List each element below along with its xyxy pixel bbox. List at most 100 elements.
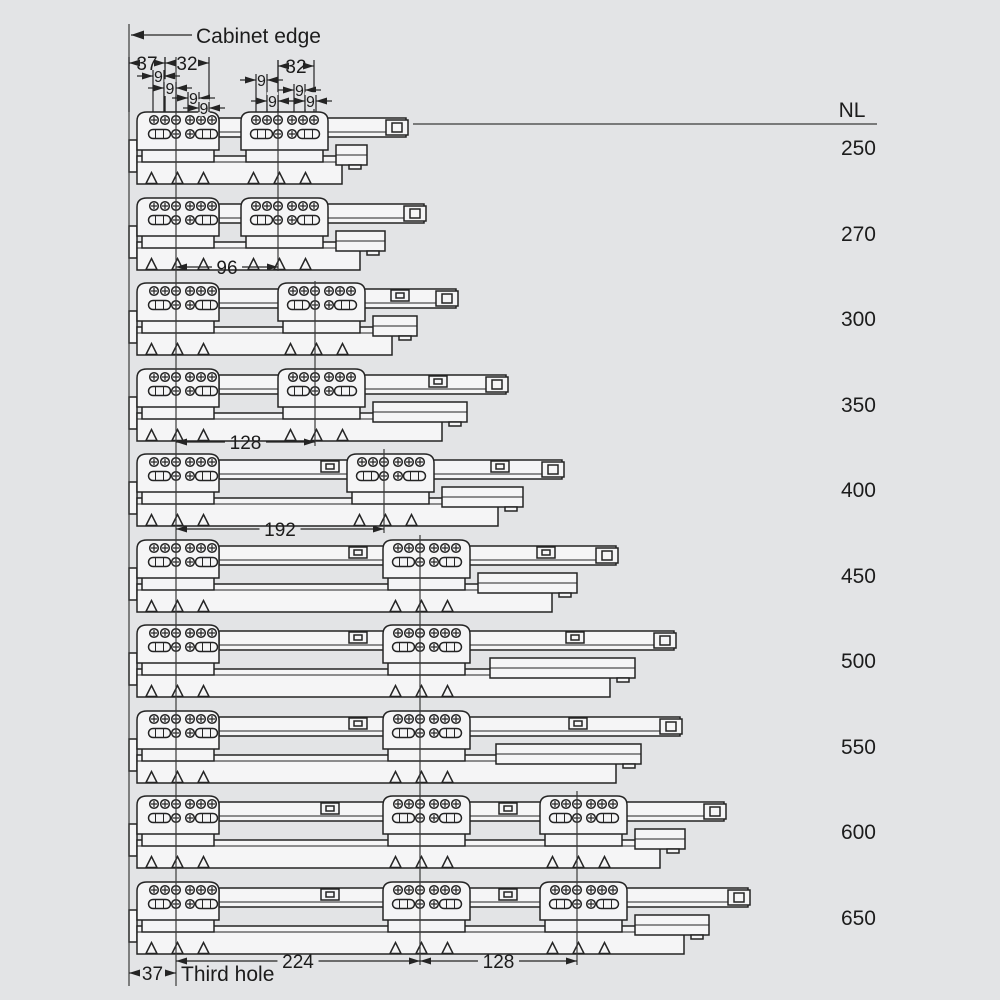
slot-hole-icon xyxy=(147,299,172,311)
cabinet-edge-arrowhead xyxy=(131,30,144,40)
notch-triangle xyxy=(170,769,185,784)
notch-triangle xyxy=(170,940,185,955)
dimension-label: 37 xyxy=(142,964,163,985)
screw-hole-icon xyxy=(392,470,404,482)
screw-hole-icon xyxy=(439,713,451,725)
left-end-cap xyxy=(128,310,138,344)
screw-hole-icon xyxy=(184,214,196,226)
screw-hole-icon xyxy=(184,884,196,896)
screw-hole-icon xyxy=(261,200,273,212)
slide-row-270: 270 xyxy=(128,197,876,271)
notch-triangle xyxy=(404,512,419,527)
cabinet-edge-label: Cabinet edge xyxy=(196,25,321,48)
slot-hole-icon xyxy=(147,812,172,824)
screw-hole-icon xyxy=(195,285,207,297)
slot-hole-icon xyxy=(147,128,172,140)
notch-triangle xyxy=(440,769,455,784)
left-end-cap xyxy=(128,396,138,430)
notch-triangle xyxy=(597,940,612,955)
screw-hole-icon xyxy=(148,371,160,383)
screw-hole-icon xyxy=(585,798,597,810)
dimension-label: 192 xyxy=(264,520,296,541)
slide-row-250: 250 xyxy=(128,111,876,185)
rail-clip xyxy=(565,631,585,644)
notch-triangle xyxy=(414,854,429,869)
slot-hole-icon xyxy=(333,299,358,311)
notch-triangle xyxy=(283,427,298,442)
notch-triangle xyxy=(414,769,429,784)
notch-triangle xyxy=(144,341,159,356)
screw-hole-icon xyxy=(450,627,462,639)
notch-triangle xyxy=(414,683,429,698)
slot-hole-icon xyxy=(147,898,172,910)
rail-clip xyxy=(348,717,368,730)
screw-hole-icon xyxy=(323,285,335,297)
dimension-arrow xyxy=(566,957,577,965)
screw-hole-icon xyxy=(450,798,462,810)
screw-hole-icon xyxy=(428,727,440,739)
slide-row-500: 500 xyxy=(128,624,876,698)
screw-hole-icon xyxy=(159,713,171,725)
screw-hole-icon xyxy=(195,456,207,468)
notch-triangle xyxy=(246,170,261,185)
notch-triangle xyxy=(309,427,324,442)
dimension-arrow xyxy=(176,438,187,446)
screw-hole-icon xyxy=(560,884,572,896)
nl-value: 270 xyxy=(841,223,876,246)
rail-clip xyxy=(348,631,368,644)
rail-clip xyxy=(536,546,556,559)
screw-hole-icon xyxy=(450,713,462,725)
slot-hole-icon xyxy=(391,556,416,568)
screw-hole-icon xyxy=(195,542,207,554)
notch-triangle xyxy=(196,427,211,442)
notch-triangle xyxy=(352,512,367,527)
nl-value: 500 xyxy=(841,650,876,673)
slot-hole-icon xyxy=(595,812,620,824)
notch-triangle xyxy=(309,341,324,356)
screw-hole-icon xyxy=(323,371,335,383)
dimension-arrow xyxy=(294,97,305,105)
notch-triangle xyxy=(272,170,287,185)
dimension-arrow xyxy=(177,94,188,102)
screw-hole-icon xyxy=(428,542,440,554)
screw-hole-icon xyxy=(428,798,440,810)
screw-hole-icon xyxy=(323,299,335,311)
screw-hole-icon xyxy=(607,884,619,896)
screw-hole-icon xyxy=(148,627,160,639)
screw-hole-icon xyxy=(334,285,346,297)
screw-hole-icon xyxy=(428,641,440,653)
notch-triangle xyxy=(335,427,350,442)
screw-hole-icon xyxy=(148,456,160,468)
screw-hole-icon xyxy=(184,200,196,212)
screw-hole-icon xyxy=(206,542,218,554)
nl-value: 350 xyxy=(841,394,876,417)
screw-hole-icon xyxy=(596,798,608,810)
screw-hole-icon xyxy=(403,713,415,725)
notch-triangle xyxy=(196,598,211,613)
screw-hole-icon xyxy=(414,456,426,468)
slot-hole-icon xyxy=(194,385,219,397)
screw-hole-icon xyxy=(286,128,298,140)
notch-triangle xyxy=(144,256,159,271)
notch-triangle xyxy=(440,598,455,613)
dimension-label: 224 xyxy=(282,952,314,973)
slot-hole-icon xyxy=(438,556,463,568)
notch-triangle xyxy=(545,940,560,955)
dimension-label: 9 xyxy=(154,69,163,86)
dimension-arrow xyxy=(409,957,420,965)
screw-hole-icon xyxy=(206,371,218,383)
slot-hole-icon xyxy=(391,727,416,739)
notch-triangle xyxy=(144,598,159,613)
screw-hole-icon xyxy=(206,798,218,810)
rail-clip xyxy=(498,888,518,901)
screw-hole-icon xyxy=(159,627,171,639)
slot-hole-icon xyxy=(147,214,172,226)
notch-triangle xyxy=(388,854,403,869)
screw-hole-icon xyxy=(403,456,415,468)
screw-hole-icon xyxy=(250,200,262,212)
screw-hole-icon xyxy=(392,713,404,725)
third-hole-label: Third hole xyxy=(181,963,274,986)
screw-hole-icon xyxy=(428,898,440,910)
